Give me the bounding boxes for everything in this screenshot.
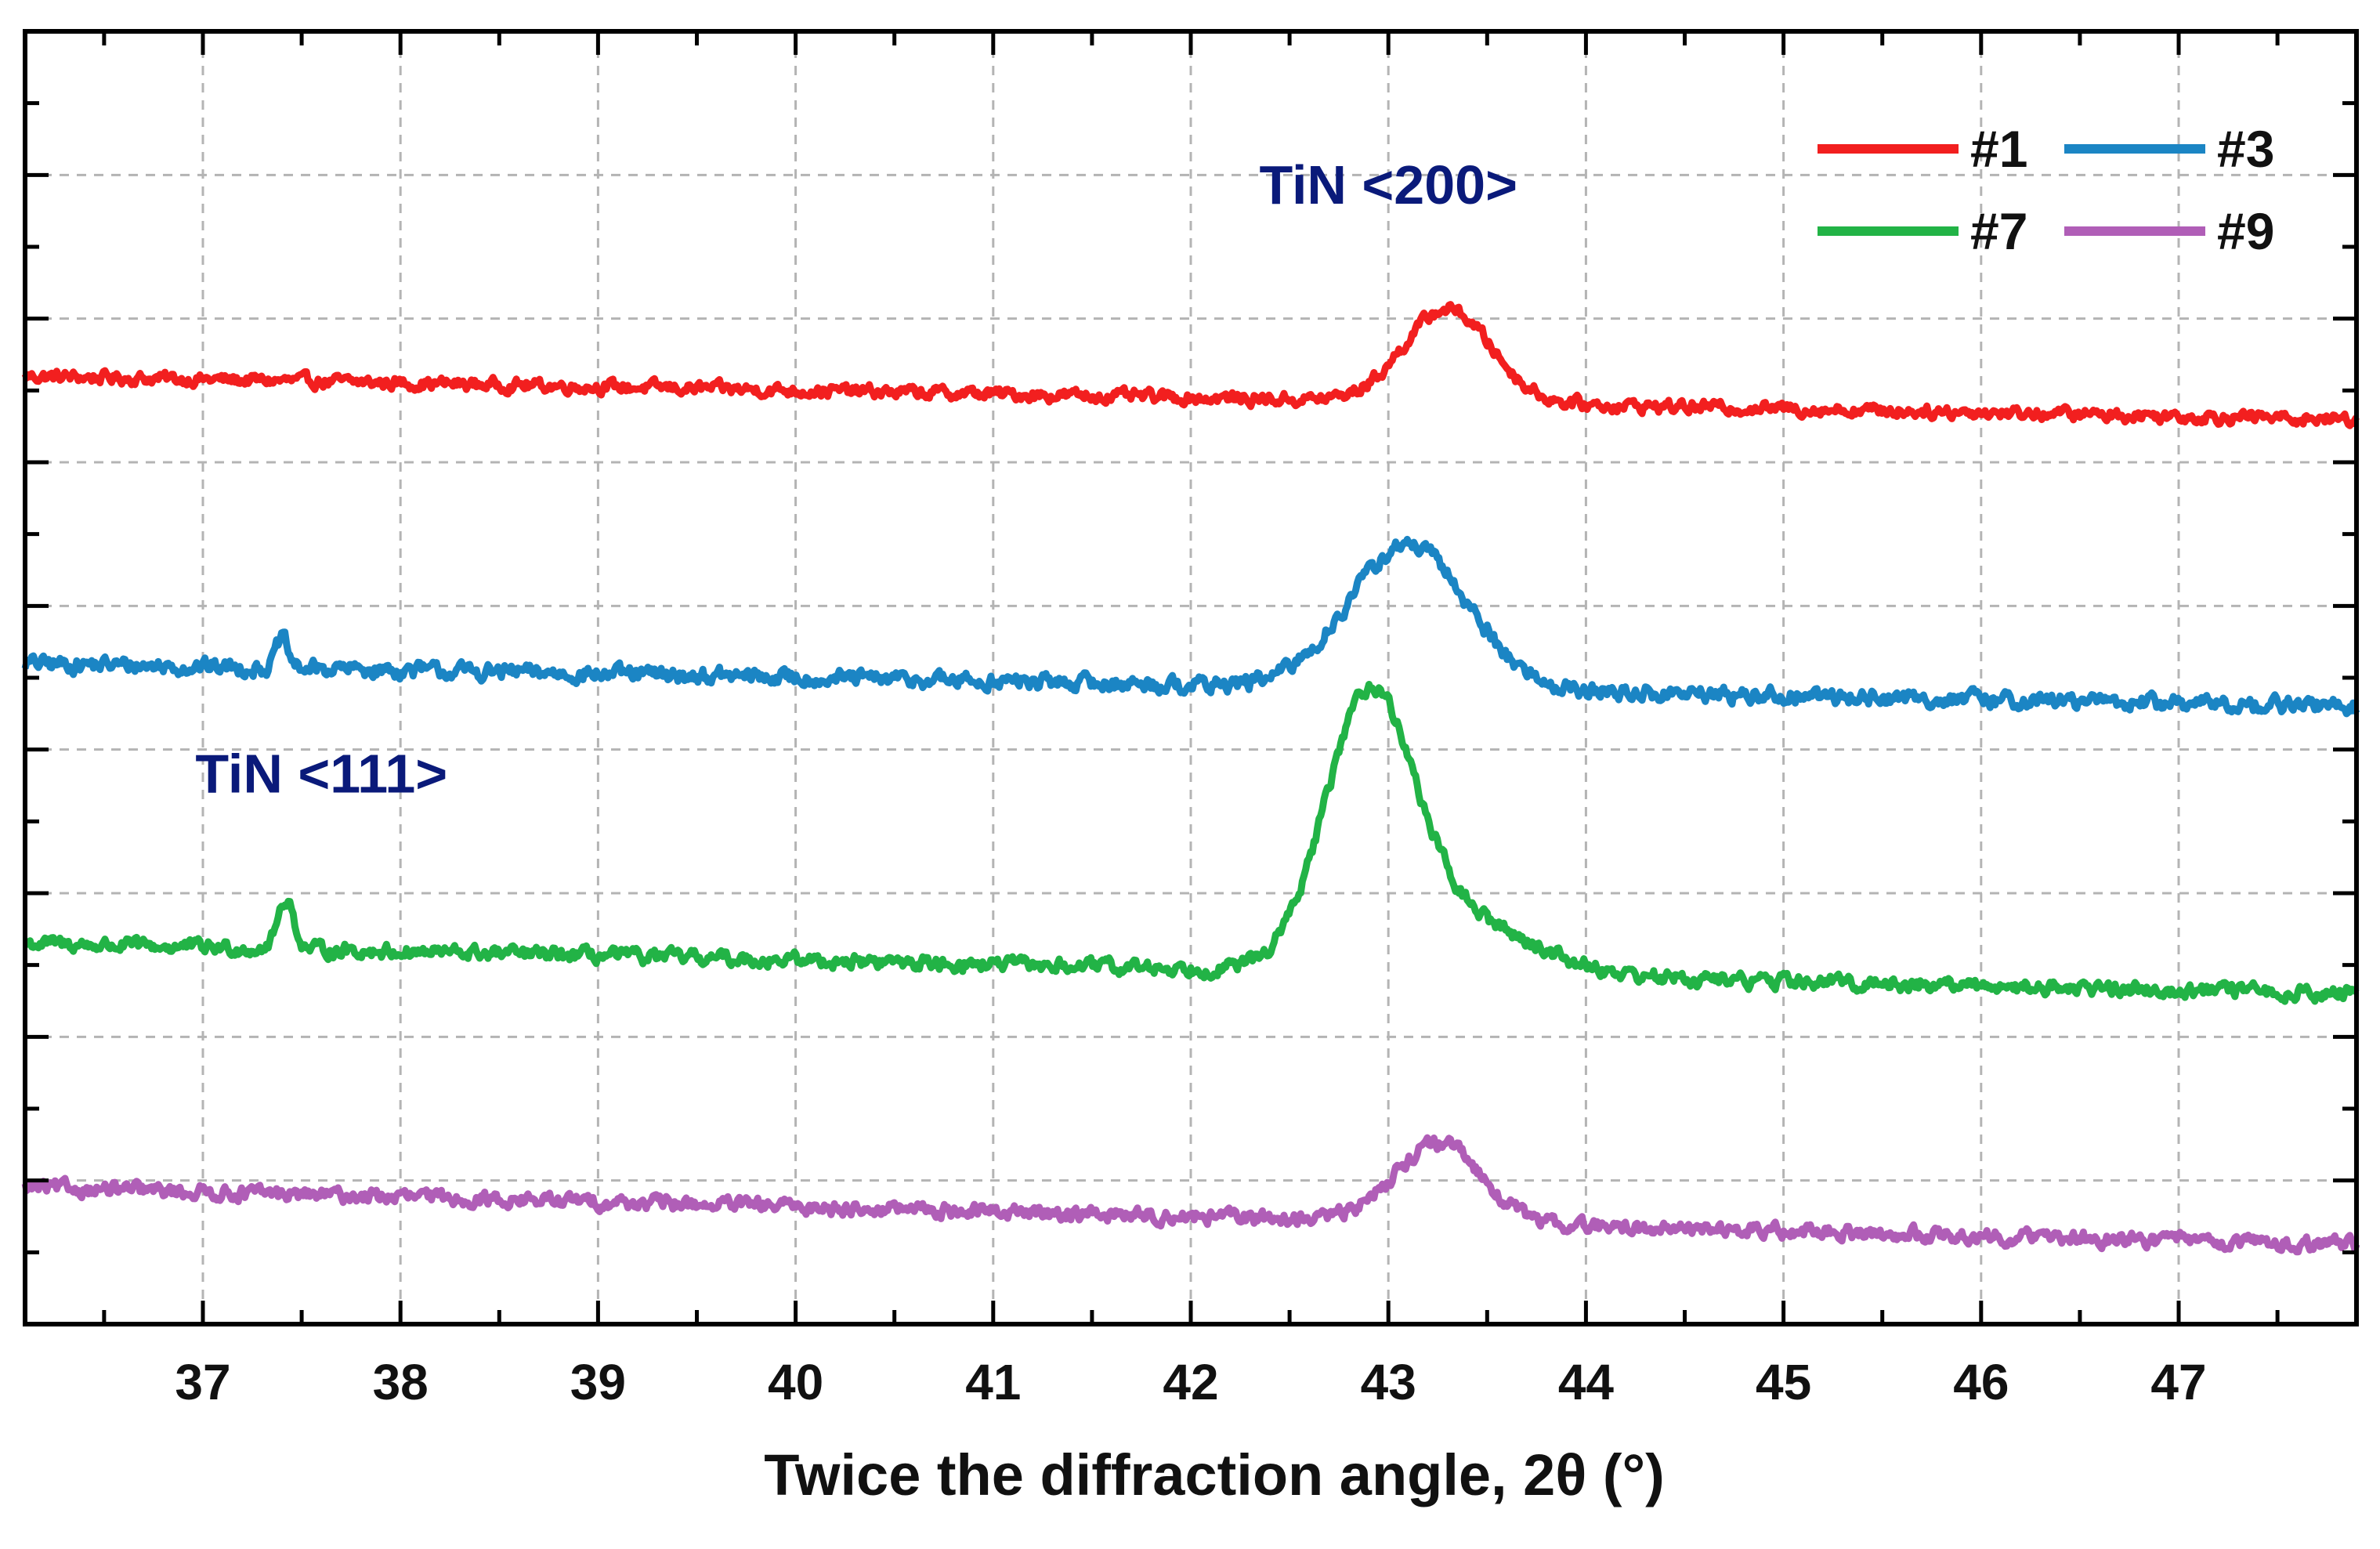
- x-tick-label: 42: [1163, 1354, 1218, 1410]
- x-tick-label: 44: [1558, 1354, 1615, 1410]
- peak-annotation: TiN <111>: [195, 744, 447, 805]
- x-tick-label: 37: [175, 1354, 230, 1410]
- peak-annotation: TiN <200>: [1259, 154, 1517, 215]
- grid: [25, 31, 2356, 1324]
- legend-label: #3: [2217, 120, 2274, 178]
- x-tick-label: 38: [373, 1354, 429, 1410]
- series-line-n3: [21, 535, 2360, 718]
- series-line-n1: [21, 301, 2360, 429]
- series-line-n7: [23, 681, 2360, 1005]
- legend-label: #1: [1970, 120, 2027, 178]
- x-tick-label: 45: [1756, 1354, 1811, 1410]
- legend: #1 #3 #7 #9: [1818, 120, 2274, 260]
- axis-ticks: [25, 31, 2356, 1324]
- x-tick-label: 40: [768, 1354, 823, 1410]
- x-tick-label: 47: [2150, 1354, 2206, 1410]
- x-tick-label: 39: [570, 1354, 626, 1410]
- x-tick-label: 43: [1361, 1354, 1416, 1410]
- x-tick-label: 41: [965, 1354, 1021, 1410]
- x-tick-label: 46: [1953, 1354, 2009, 1410]
- legend-label: #7: [1970, 202, 2027, 260]
- series-line-n9: [21, 1134, 2360, 1256]
- annotations: TiN <200> TiN <111>: [195, 154, 1517, 805]
- x-axis-title: Twice the diffraction angle, 2θ (°): [764, 1442, 1665, 1507]
- x-tick-labels: 37 38 39 40 41 42 43 44 45 46 47: [175, 1354, 2206, 1410]
- legend-label: #9: [2217, 202, 2274, 260]
- series-layer: [21, 301, 2360, 1256]
